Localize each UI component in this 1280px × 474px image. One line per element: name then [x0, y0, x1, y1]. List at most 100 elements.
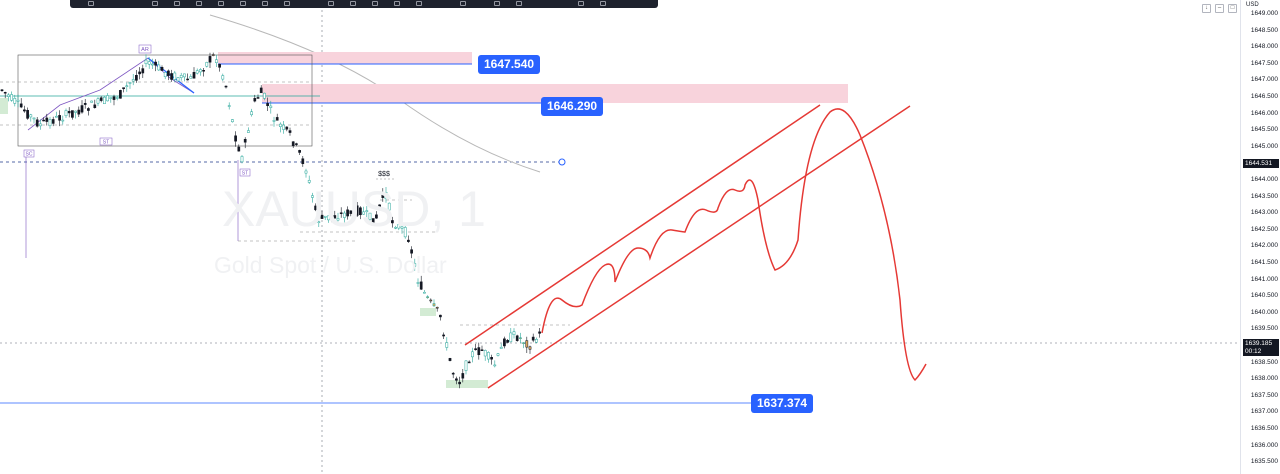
magnet-icon[interactable]: [372, 1, 378, 6]
candle-body: [240, 156, 244, 163]
candle-body: [211, 54, 215, 56]
price-label-mid[interactable]: 1646.290: [541, 97, 604, 116]
text-icon[interactable]: [218, 1, 224, 6]
candle-body: [243, 138, 247, 143]
arrow-down-icon[interactable]: ↓: [1202, 4, 1211, 13]
candle-body: [503, 338, 506, 347]
candle-body: [355, 205, 359, 216]
candle-body: [144, 59, 148, 65]
price-label-low[interactable]: 1637.374: [751, 394, 814, 413]
candle-body: [39, 123, 42, 127]
candle-body: [298, 150, 301, 153]
axis-tick: 1646.500: [1250, 93, 1278, 100]
axis-tick: 1637.500: [1250, 391, 1278, 399]
price-axis[interactable]: 1649.000 1648.500 1648.000 1647.500 1647.000…: [1240, 0, 1280, 474]
candle-body: [499, 346, 503, 349]
forecast-icon[interactable]: [262, 1, 268, 6]
currency-label[interactable]: USD: [1246, 2, 1259, 8]
candle-body: [432, 303, 436, 307]
shape-icon[interactable]: [284, 1, 290, 6]
candle-body: [359, 207, 362, 216]
candle-body: [170, 73, 173, 80]
candle-body: [346, 209, 349, 217]
candle-body: [336, 218, 340, 221]
candle-body: [458, 381, 461, 385]
zoom-icon[interactable]: [350, 1, 356, 6]
price-chart[interactable]: AR SC ST ST $$$: [0, 0, 1240, 474]
pattern-icon[interactable]: [240, 1, 246, 6]
candle-body: [333, 215, 337, 219]
candle-body: [519, 337, 522, 339]
axis-tick: 1642.500: [1250, 225, 1278, 233]
candle-body: [429, 299, 433, 302]
brush-icon[interactable]: [196, 1, 202, 6]
candle-body: [163, 72, 167, 78]
candle-body: [99, 97, 103, 101]
candle-body: [202, 70, 205, 72]
candle-body: [477, 347, 481, 356]
channel-upper-line: [464, 104, 821, 346]
axis-tick: 1640.000: [1250, 308, 1278, 316]
trend-line-icon[interactable]: [152, 1, 158, 6]
candle-body: [304, 170, 308, 174]
candle-body: [288, 130, 292, 133]
candle-body: [343, 212, 346, 218]
candle-body: [509, 332, 513, 343]
maximize-icon[interactable]: □: [1228, 4, 1237, 13]
candle-body: [275, 117, 279, 121]
candle-body: [96, 98, 100, 104]
candle-body: [403, 227, 407, 238]
candle-body: [247, 130, 250, 133]
drawing-toolbar[interactable]: [70, 0, 658, 8]
candle-body: [13, 98, 17, 104]
price-label-top[interactable]: 1647.540: [478, 55, 541, 74]
cursor-icon[interactable]: [88, 1, 94, 6]
candle-body: [339, 212, 343, 214]
candle-body: [215, 59, 218, 63]
alert-icon[interactable]: [600, 1, 606, 6]
settings-icon[interactable]: [516, 1, 522, 6]
candle-body: [3, 91, 7, 94]
candle-body: [279, 123, 282, 127]
axis-tick: 1637.000: [1250, 408, 1278, 416]
screenshot-icon[interactable]: [578, 1, 584, 6]
candle-body: [7, 94, 10, 97]
candle-body: [522, 342, 525, 344]
lock-icon[interactable]: [394, 1, 400, 6]
eye-icon[interactable]: [416, 1, 422, 6]
candle-body: [135, 75, 138, 81]
candle-body: [237, 146, 241, 152]
name-watermark: Gold Spot / U.S. Dollar: [214, 252, 447, 278]
svg-text:ST: ST: [242, 171, 248, 177]
axis-tick: 1641.000: [1250, 275, 1278, 283]
candle-body: [160, 67, 164, 71]
candle-body: [87, 108, 90, 111]
axis-tick: 1647.500: [1250, 59, 1278, 67]
candle-body: [378, 204, 381, 208]
candle-body: [35, 119, 39, 127]
candle-body: [32, 117, 36, 120]
fib-icon[interactable]: [174, 1, 180, 6]
axis-tick: 1645.500: [1250, 126, 1278, 134]
resistance-zone-top: [218, 52, 472, 64]
candle-body: [199, 69, 202, 73]
candle-body: [323, 215, 327, 218]
candle-body: [506, 340, 509, 343]
candle-body: [83, 103, 87, 105]
level-handle[interactable]: [558, 158, 566, 166]
candle-body: [80, 105, 84, 113]
candle-body: [115, 97, 119, 99]
axis-tick: 1647.000: [1250, 76, 1278, 84]
measure-icon[interactable]: [328, 1, 334, 6]
minimize-icon[interactable]: –: [1215, 4, 1224, 13]
candle-body: [263, 92, 266, 99]
candle-body: [311, 195, 314, 198]
candle-body: [416, 282, 420, 284]
layers-icon[interactable]: [494, 1, 500, 6]
candle-body: [413, 263, 417, 267]
candle-body: [42, 119, 45, 122]
candle-body: [58, 115, 61, 121]
axis-tick: 1645.000: [1250, 142, 1278, 150]
trash-icon[interactable]: [460, 1, 466, 6]
candle-body: [221, 75, 225, 80]
